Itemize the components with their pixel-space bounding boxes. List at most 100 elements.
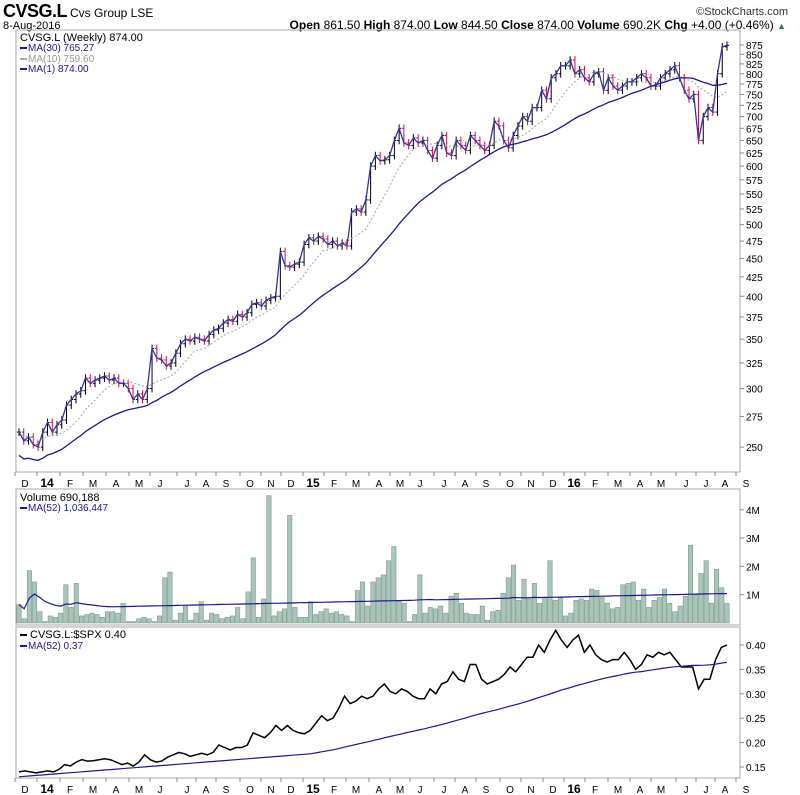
price-ytick-label: 325 xyxy=(746,359,763,370)
panel-frame-0 xyxy=(15,29,741,473)
volume-bar xyxy=(99,617,105,624)
volume-bar xyxy=(625,583,631,624)
volume-bar xyxy=(203,619,209,624)
x-axis-label: D xyxy=(287,785,294,795)
volume-bar xyxy=(662,588,667,624)
x-axis-label: A xyxy=(462,785,469,795)
price-ytick-label: 650 xyxy=(746,136,763,147)
x-axis-label: N xyxy=(527,479,534,490)
volume-bar xyxy=(266,495,272,624)
x-axis-label: A xyxy=(113,785,120,795)
volume-bar xyxy=(594,590,600,624)
volume-bar xyxy=(573,600,579,624)
x-axis-label: N xyxy=(527,785,534,795)
vol-ma-swatch xyxy=(20,507,27,509)
volume-bar xyxy=(141,617,147,624)
ratio-ytick-label: 0.35 xyxy=(746,665,766,676)
volume-bar xyxy=(610,608,615,624)
volume-bar xyxy=(542,597,548,624)
volume-bar xyxy=(276,611,282,624)
x-axis-label: A xyxy=(722,785,729,795)
volume-bar xyxy=(84,614,90,624)
volume-bar xyxy=(177,612,183,624)
volume-bar xyxy=(308,601,313,624)
price-ytick-label: 425 xyxy=(746,273,763,284)
x-axis-label: M xyxy=(657,479,665,490)
volume-bar xyxy=(693,594,699,624)
x-axis-label: J xyxy=(418,785,423,795)
volume-bar xyxy=(521,578,527,624)
volume-bar xyxy=(708,602,714,624)
x-axis-label: D xyxy=(21,479,28,490)
volume-bar xyxy=(125,621,131,624)
chart-date: 8-Aug-2016 xyxy=(3,20,61,32)
volume-bar xyxy=(479,605,485,624)
x-axis-label: D xyxy=(287,479,294,490)
price-ytick-label: 400 xyxy=(746,292,763,303)
x-axis-label: O xyxy=(246,785,254,795)
volume-ytick-label: 3M xyxy=(746,534,760,545)
volume-bar xyxy=(313,614,319,624)
volume-bar xyxy=(365,605,371,624)
x-axis-label: J xyxy=(158,785,163,795)
x-axis-label: O xyxy=(506,785,514,795)
volume-bar xyxy=(229,615,235,624)
volume-bar xyxy=(151,621,157,624)
x-axis-label: M xyxy=(352,785,360,795)
volume-bar xyxy=(131,621,136,624)
ratio-ytick-label: 0.40 xyxy=(746,641,766,652)
price-ytick-label: 575 xyxy=(746,176,763,187)
volume-bar xyxy=(271,615,277,624)
volume-bar xyxy=(464,612,470,624)
volume-bar xyxy=(162,577,168,624)
x-axis-label: J xyxy=(442,785,447,795)
ma1-line xyxy=(18,44,728,449)
volume-bar xyxy=(115,612,121,624)
panel-frame-2 xyxy=(15,626,741,779)
volume-bar xyxy=(453,593,459,624)
volume-bar xyxy=(16,604,22,624)
x-axis-label: F xyxy=(331,785,337,795)
volume-bar xyxy=(396,600,402,624)
vol-ma-legend: MA(52) 1,036,447 xyxy=(28,503,108,514)
volume-bar xyxy=(672,611,678,624)
low-value: 844.50 xyxy=(461,18,498,32)
x-axis-label: A xyxy=(376,785,383,795)
volume-bar xyxy=(688,544,694,624)
price-ytick-label: 550 xyxy=(746,190,763,201)
x-axis-label: N xyxy=(267,785,274,795)
stockcharts-logo[interactable]: ©StockCharts.com xyxy=(696,6,788,18)
volume-bar xyxy=(474,614,480,624)
x-axis-label: D xyxy=(549,479,556,490)
x-axis-label: D xyxy=(21,785,28,795)
ma10-legend: MA(10) 759.60 xyxy=(28,54,95,65)
close-label: Close xyxy=(501,18,534,32)
volume-bar xyxy=(344,615,350,624)
x-axis-label: J xyxy=(185,785,190,795)
x-axis-label: O xyxy=(506,479,514,490)
volume-bar xyxy=(375,577,381,624)
volume-bar xyxy=(724,603,730,624)
volume-bar xyxy=(526,598,532,624)
quote-summary: Open 861.50 High 874.00 Low 844.50 Close… xyxy=(290,18,786,32)
ma30-swatch xyxy=(20,47,27,49)
volume-bar xyxy=(52,617,58,624)
price-ytick-label: 475 xyxy=(746,237,763,248)
x-axis-label: F xyxy=(331,479,337,490)
x-axis-label: 15 xyxy=(306,476,320,490)
volume-ytick-label: 2M xyxy=(746,562,760,573)
price-ytick-label: 750 xyxy=(746,90,763,101)
volume-bar xyxy=(250,557,256,624)
x-axis-label: A xyxy=(637,785,644,795)
ma30-legend: MA(30) 765.27 xyxy=(28,43,95,54)
x-axis-label: A xyxy=(203,479,210,490)
volume-bar xyxy=(370,581,376,624)
volume-bar xyxy=(261,598,267,624)
volume-bar xyxy=(531,583,537,624)
volume-bar xyxy=(406,621,412,624)
volume-bar xyxy=(183,605,189,624)
company-name: Cvs Group LSE xyxy=(70,6,154,20)
volume-bar xyxy=(167,571,173,624)
